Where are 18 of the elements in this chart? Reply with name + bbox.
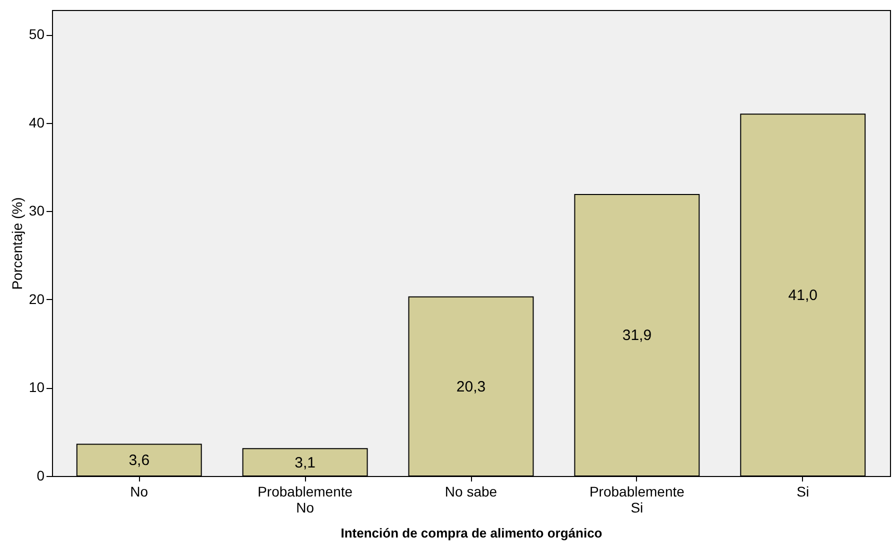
x-tick-label: Probablemente Si (589, 484, 685, 516)
data-label: 3,6 (128, 452, 150, 470)
x-tick-label: Probablemente No (258, 484, 353, 516)
y-tick-label: 50 (28, 26, 45, 42)
x-tick-label: No sabe (444, 484, 498, 500)
data-label: 31,9 (622, 327, 652, 344)
y-tick-label: 20 (28, 290, 45, 307)
data-label: 20,3 (456, 378, 486, 396)
y-tick-label: 10 (28, 379, 45, 396)
y-axis-title: Porcentaje (%) (8, 197, 25, 290)
x-tick-label: Si (796, 484, 810, 500)
x-axis-title: Intención de compra de alimento orgánico (340, 526, 602, 540)
y-tick-label: 40 (28, 114, 45, 130)
data-label: 3,1 (294, 454, 316, 472)
y-tick-label: 30 (28, 202, 45, 219)
data-label: 41,0 (788, 287, 818, 304)
y-tick-label: 0 (36, 468, 45, 484)
x-tick-label: No (130, 484, 148, 500)
